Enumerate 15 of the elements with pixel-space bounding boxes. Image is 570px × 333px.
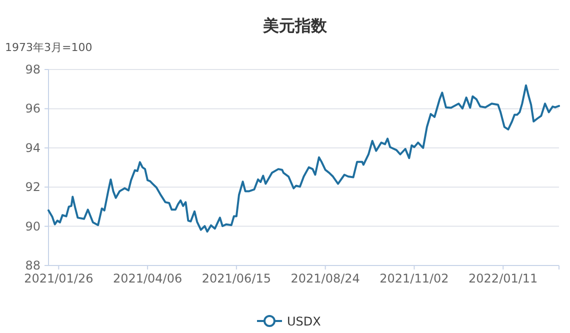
x-tick-label: 2021/06/15 bbox=[202, 272, 272, 286]
x-tick-label: 2021/01/26 bbox=[24, 272, 94, 286]
chart-title: 美元指数 bbox=[262, 16, 328, 35]
x-tick-label: 2021/08/24 bbox=[290, 272, 360, 286]
legend-label: USDX bbox=[287, 314, 321, 328]
y-tick-label: 88 bbox=[25, 258, 40, 272]
y-tick-label: 90 bbox=[25, 219, 40, 234]
y-tick-label: 92 bbox=[25, 180, 40, 194]
y-tick-label: 94 bbox=[25, 140, 40, 155]
y-axis-title: 1973年3月=100 bbox=[5, 41, 92, 54]
y-tick-label: 96 bbox=[25, 102, 40, 116]
x-tick-label: 2021/04/06 bbox=[112, 272, 182, 286]
y-tick-label: 98 bbox=[25, 62, 40, 76]
x-tick-label: 2021/11/02 bbox=[380, 272, 449, 286]
x-tick-label: 2022/01/11 bbox=[468, 272, 538, 286]
